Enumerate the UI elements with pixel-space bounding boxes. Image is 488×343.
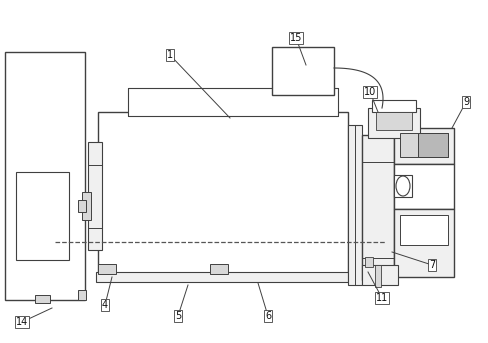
Bar [399, 133, 447, 157]
Bar [371, 100, 415, 112]
Text: 15: 15 [289, 33, 302, 43]
Bar [16, 172, 69, 260]
Text: 4: 4 [102, 300, 108, 310]
Bar [96, 272, 347, 282]
Bar [374, 265, 380, 287]
Bar [393, 209, 453, 277]
Bar [364, 257, 372, 267]
Bar [78, 290, 86, 300]
Text: 6: 6 [264, 311, 270, 321]
Bar [209, 264, 227, 274]
Bar [399, 215, 447, 245]
Bar [128, 88, 337, 116]
Bar [98, 112, 347, 277]
Bar [361, 265, 397, 285]
Bar [271, 47, 333, 95]
Text: 10: 10 [363, 87, 375, 97]
Text: 5: 5 [175, 311, 181, 321]
Bar [88, 142, 102, 250]
Text: 9: 9 [462, 97, 468, 107]
Bar [78, 200, 86, 212]
Ellipse shape [395, 176, 409, 196]
Text: 14: 14 [16, 317, 28, 327]
Bar [361, 135, 393, 280]
Bar [35, 295, 50, 303]
Bar [98, 264, 116, 274]
Bar [367, 108, 419, 138]
Bar [347, 125, 361, 285]
Bar [5, 52, 85, 300]
Text: 7: 7 [428, 260, 434, 270]
Bar [393, 164, 453, 209]
Bar [393, 175, 411, 197]
Bar [375, 112, 411, 130]
Bar [417, 133, 447, 157]
Text: 1: 1 [166, 50, 173, 60]
Bar [82, 192, 91, 220]
Bar [393, 128, 453, 164]
Text: 11: 11 [375, 293, 387, 303]
